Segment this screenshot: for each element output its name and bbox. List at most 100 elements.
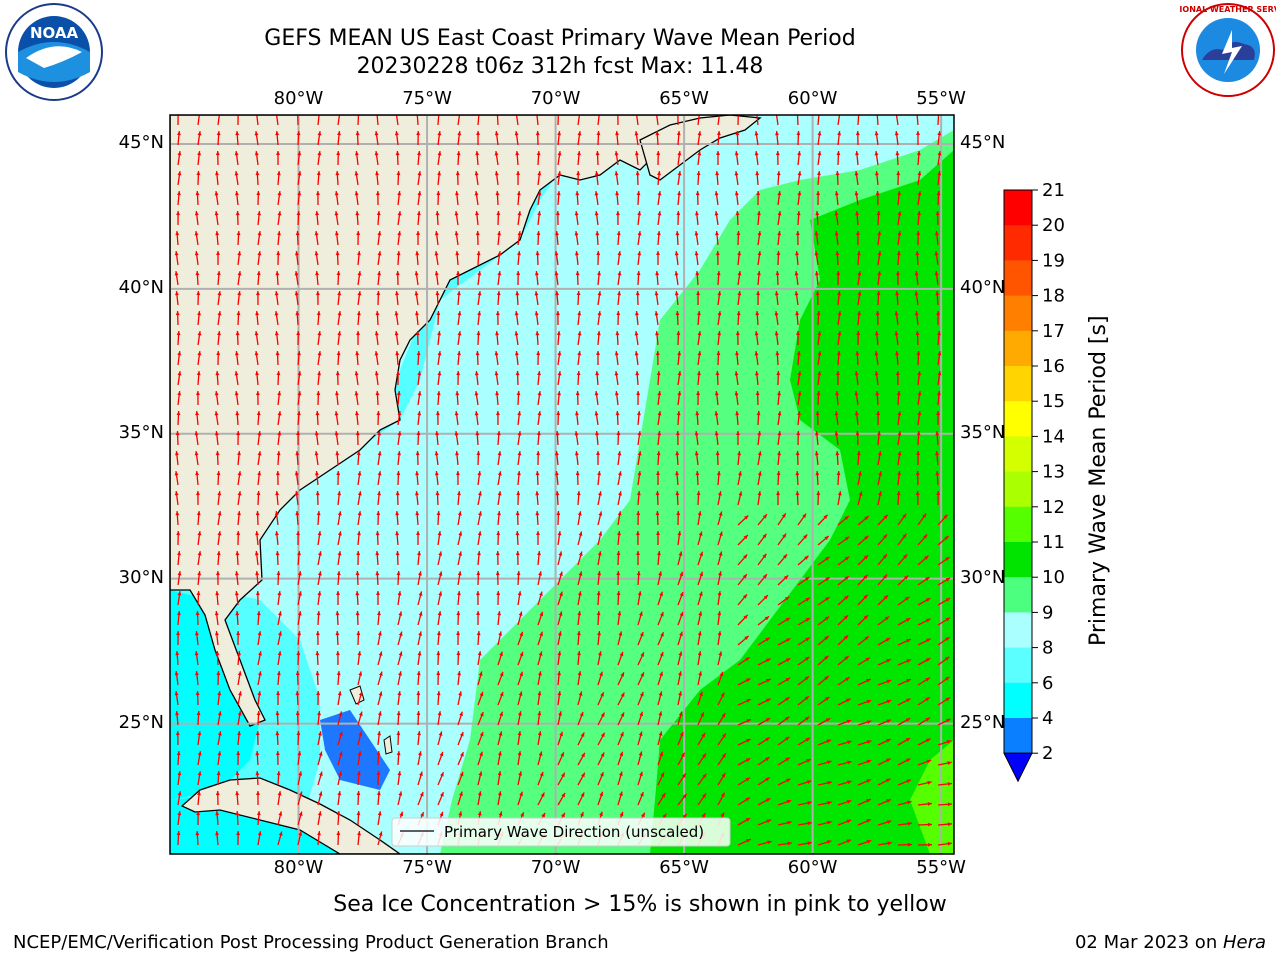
wave-arrow <box>917 738 931 746</box>
wave-arrow <box>416 350 421 366</box>
wave-arrow <box>317 791 323 806</box>
wave-arrow <box>395 150 400 166</box>
wave-arrow <box>377 831 383 846</box>
colorbar-tick-label: 6 <box>1042 673 1053 694</box>
wave-arrow <box>294 471 299 486</box>
colorbar-segment <box>1004 718 1032 754</box>
wave-arrow <box>877 251 882 266</box>
wave-arrow <box>635 530 640 546</box>
wave-arrow <box>294 491 299 506</box>
wave-arrow <box>477 771 483 786</box>
wave-arrow <box>477 671 483 686</box>
wave-arrow <box>597 571 602 586</box>
wave-arrow <box>295 670 300 686</box>
wave-arrow <box>274 531 279 546</box>
wave-arrow <box>635 290 640 306</box>
wave-arrow <box>216 350 221 366</box>
wave-arrow <box>797 716 810 726</box>
wave-arrow <box>177 591 182 606</box>
wave-arrow <box>214 191 219 206</box>
wave-arrow <box>557 631 562 646</box>
wave-arrow <box>276 370 281 386</box>
wave-arrow <box>656 370 661 386</box>
wave-arrow <box>337 691 342 706</box>
wave-arrow <box>376 510 381 526</box>
wave-arrow <box>736 310 741 326</box>
wave-arrow <box>857 678 871 686</box>
wave-arrow <box>356 770 361 786</box>
wave-arrow <box>417 571 422 586</box>
wave-arrow <box>776 370 781 386</box>
wave-arrow <box>277 231 281 246</box>
wave-arrow <box>794 291 799 306</box>
wave-arrow <box>637 431 642 446</box>
wave-arrow <box>437 351 442 366</box>
wave-arrow <box>897 758 911 766</box>
colorbar-tick-label: 21 <box>1042 180 1065 201</box>
wave-arrow <box>934 231 939 246</box>
wave-arrow <box>697 631 702 646</box>
wave-arrow <box>216 670 221 686</box>
wave-arrow <box>717 631 722 646</box>
wave-arrow <box>677 793 688 806</box>
wave-arrow <box>735 351 739 366</box>
wave-arrow <box>917 371 922 386</box>
wave-arrow <box>857 574 869 586</box>
wave-arrow <box>915 250 920 266</box>
wave-arrow <box>574 431 579 446</box>
wave-arrow <box>597 771 604 786</box>
wave-arrow <box>275 750 280 766</box>
wave-arrow <box>277 831 283 846</box>
wave-arrow <box>577 611 582 626</box>
wave-arrow <box>177 571 182 586</box>
wave-arrow <box>937 636 950 646</box>
wave-arrow <box>497 651 503 666</box>
wave-arrow <box>777 799 792 806</box>
lon-tick-label-top: 65°W <box>659 88 709 109</box>
wave-arrow <box>354 151 359 166</box>
wave-arrow <box>457 691 463 706</box>
wave-arrow <box>857 635 870 646</box>
wave-arrow <box>574 251 579 266</box>
wave-arrow <box>517 231 522 246</box>
wave-arrow <box>836 150 841 166</box>
wave-arrow <box>595 150 600 166</box>
wave-arrow <box>854 411 859 426</box>
wave-arrow <box>357 651 362 666</box>
wave-arrow <box>737 291 742 306</box>
wave-arrow <box>857 759 872 766</box>
map-subtitle: 20230228 t06z 312h fcst Max: 11.48 <box>356 54 764 79</box>
wave-arrow <box>197 751 202 766</box>
wave-arrow <box>255 750 260 766</box>
wave-arrow <box>274 291 279 306</box>
wave-arrow <box>916 350 921 366</box>
wave-arrow <box>715 250 720 266</box>
wave-arrow <box>456 370 461 386</box>
wave-arrow <box>475 430 480 446</box>
wave-arrow <box>194 651 199 666</box>
wave-arrow <box>195 470 200 486</box>
wave-arrow <box>574 211 579 226</box>
wave-arrow <box>177 391 182 406</box>
wave-arrow <box>754 351 759 366</box>
wave-arrow <box>617 751 624 766</box>
wave-arrow <box>895 370 900 386</box>
wave-arrow <box>297 631 302 646</box>
wave-arrow <box>937 781 952 786</box>
wave-arrow <box>636 490 641 506</box>
credit-machine: Hera <box>1222 932 1266 953</box>
wave-arrow <box>534 311 539 326</box>
wave-arrow <box>437 371 442 386</box>
wave-arrow <box>396 750 401 766</box>
wave-arrow <box>317 771 323 786</box>
wave-arrow <box>396 370 401 386</box>
wave-arrow <box>837 556 850 566</box>
wave-arrow <box>676 410 681 426</box>
wave-arrow <box>516 490 521 506</box>
colorbar-tick-label: 9 <box>1042 602 1053 623</box>
wave-arrow <box>576 170 581 186</box>
wave-arrow <box>334 191 339 206</box>
wave-arrow <box>317 371 322 386</box>
wave-arrow <box>336 350 341 366</box>
wave-arrow <box>417 731 421 746</box>
